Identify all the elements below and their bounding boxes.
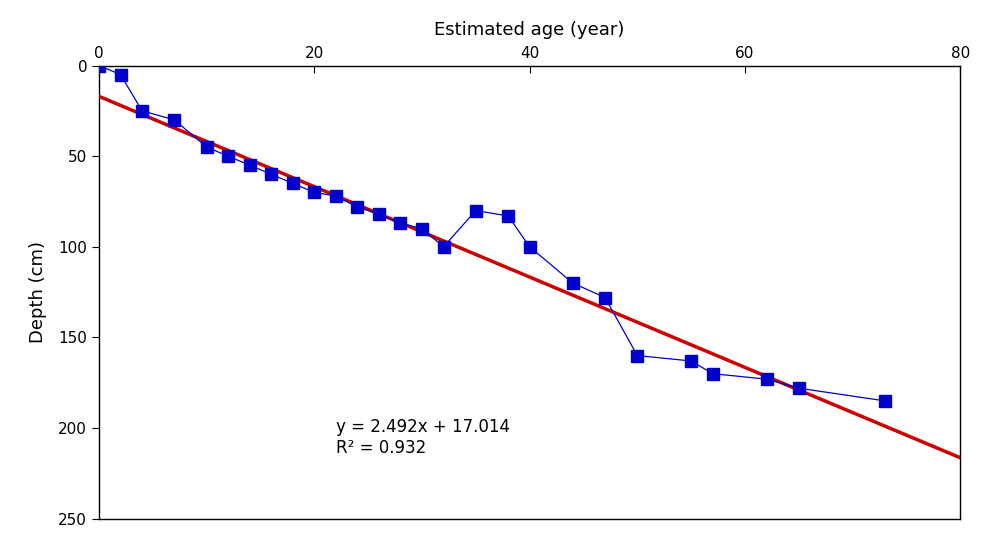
Y-axis label: Depth (cm): Depth (cm) <box>30 241 48 343</box>
Text: y = 2.492x + 17.014
R² = 0.932: y = 2.492x + 17.014 R² = 0.932 <box>336 418 510 456</box>
X-axis label: Estimated age (year): Estimated age (year) <box>435 21 625 39</box>
